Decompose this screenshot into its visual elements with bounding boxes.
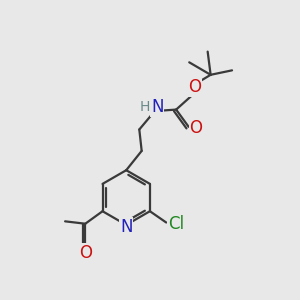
Text: Cl: Cl [168,215,184,233]
Text: O: O [188,78,201,96]
Text: N: N [120,218,133,236]
Text: O: O [79,244,92,262]
Text: H: H [140,100,150,114]
Text: O: O [190,119,202,137]
Text: N: N [151,98,164,116]
